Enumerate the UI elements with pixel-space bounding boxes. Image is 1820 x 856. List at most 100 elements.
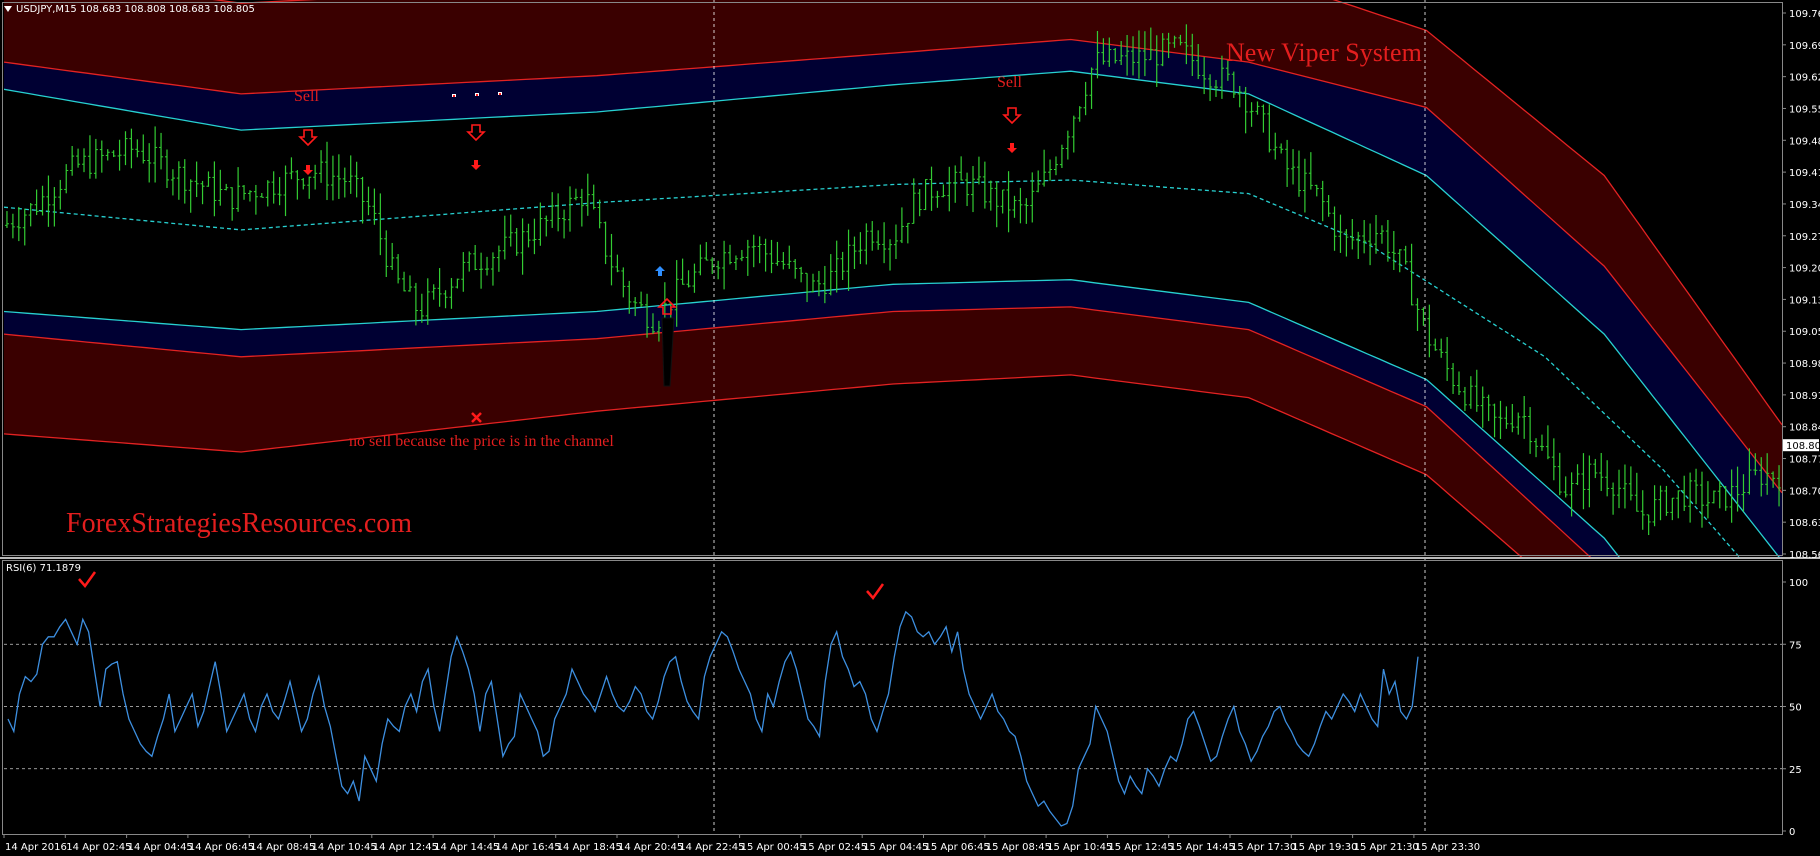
upper-inner-band — [4, 39, 1782, 557]
price-bar — [864, 223, 869, 265]
price-bar — [1219, 55, 1224, 99]
price-bar — [76, 148, 81, 168]
brand-watermark: ForexStrategiesResources.com — [66, 508, 413, 539]
price-bar — [852, 236, 857, 270]
price-bar — [289, 157, 294, 180]
price-bar — [1545, 425, 1550, 460]
price-bar — [1243, 86, 1248, 134]
price-bar — [1462, 386, 1467, 411]
price-bar — [1694, 468, 1699, 505]
price-bar — [1314, 184, 1319, 197]
price-bar — [876, 230, 881, 250]
price-bar — [1225, 60, 1230, 81]
x-tick-label: 14 Apr 16:45 — [495, 842, 560, 853]
price-bar — [698, 244, 703, 276]
price-bar — [1048, 159, 1053, 181]
price-bar — [1581, 453, 1586, 510]
price-bar — [609, 233, 614, 286]
price-bar — [153, 126, 158, 183]
price-bar — [965, 172, 970, 207]
price-bar — [384, 230, 389, 278]
x-tick-label: 14 Apr 10:45 — [312, 842, 377, 853]
x-tick-label: 15 Apr 06:45 — [925, 842, 990, 853]
sell-arrow-icon — [466, 124, 486, 142]
price-bar — [330, 155, 335, 201]
price-bar — [858, 232, 863, 265]
price-bar — [70, 146, 75, 176]
price-bar — [313, 164, 318, 190]
price-bar — [502, 215, 507, 260]
price-bar — [1528, 407, 1533, 454]
price-bar — [953, 165, 958, 203]
price-bar — [1178, 34, 1183, 46]
x-tick-label: 14 Apr 22:45 — [679, 842, 744, 853]
price-bar — [988, 180, 993, 211]
y-tick-label: 109.200 — [1789, 264, 1820, 275]
price-bar — [402, 271, 407, 292]
dropdown-triangle-icon[interactable] — [4, 6, 12, 12]
price-bar — [591, 184, 596, 210]
mid-line — [4, 179, 1741, 557]
x-tick-label: 14 Apr 08:45 — [250, 842, 315, 853]
x-tick-label: 14 Apr 12:45 — [373, 842, 438, 853]
price-bar — [277, 177, 282, 206]
price-bar — [496, 245, 501, 272]
price-bar — [22, 208, 27, 246]
price-bar — [271, 171, 276, 204]
price-bar — [34, 189, 39, 216]
y-tick-label: 109.550 — [1789, 104, 1820, 115]
price-bar — [1095, 30, 1100, 79]
y-tick-label: 109.410 — [1789, 168, 1820, 179]
price-bar — [799, 266, 804, 283]
price-bar — [1439, 338, 1444, 358]
price-bar — [58, 179, 63, 210]
sell-arrow-icon — [298, 129, 318, 147]
price-bar — [1628, 466, 1633, 501]
system-title: New Viper System — [1226, 38, 1422, 67]
price-bar — [4, 211, 9, 228]
price-bar — [1634, 472, 1639, 512]
price-bar — [627, 280, 632, 314]
x-tick-label: 15 Apr 17:30 — [1231, 842, 1296, 853]
price-bar — [929, 166, 934, 211]
price-bar — [194, 161, 199, 198]
price-bar — [870, 221, 875, 251]
price-bar — [1308, 152, 1313, 190]
x-tick-label: 14 Apr 06:45 — [189, 842, 254, 853]
price-bar — [1119, 41, 1124, 66]
price-bar — [259, 192, 264, 198]
x-tick-label: 14 Apr 04:45 — [128, 842, 193, 853]
price-bar — [917, 189, 922, 217]
price-bar — [1456, 371, 1461, 395]
price-bar — [615, 254, 620, 273]
price-bar — [1332, 206, 1337, 251]
x-tick-label: 15 Apr 14:45 — [1170, 842, 1235, 853]
x-tick-label: 14 Apr 18:45 — [557, 842, 622, 853]
price-bar — [1699, 471, 1704, 528]
price-bar — [941, 184, 946, 198]
price-bar — [1617, 469, 1622, 509]
rsi-plot — [7, 610, 1419, 827]
price-bar — [301, 178, 306, 190]
price-bar — [763, 238, 768, 272]
symbol-header: USDJPY,M15 108.683 108.808 108.683 108.8… — [4, 4, 255, 15]
price-bar — [911, 178, 916, 224]
y-tick-label: 109.480 — [1789, 136, 1820, 147]
rsi-y-tick-label: 75 — [1789, 640, 1802, 651]
price-bar — [1083, 81, 1088, 116]
price-bar — [882, 222, 887, 264]
price-bar — [170, 169, 175, 196]
price-bar — [182, 159, 187, 204]
price-bar — [218, 169, 223, 206]
price-bar — [1658, 485, 1663, 521]
price-bar — [117, 139, 122, 171]
rsi-y-tick-label: 50 — [1789, 703, 1802, 714]
price-bar — [1166, 32, 1171, 59]
price-bar — [425, 278, 430, 325]
price-bar — [745, 239, 750, 276]
y-tick-label: 108.985 — [1789, 359, 1820, 370]
price-bar — [366, 186, 371, 216]
price-bar — [129, 128, 134, 169]
price-bar — [728, 244, 733, 265]
